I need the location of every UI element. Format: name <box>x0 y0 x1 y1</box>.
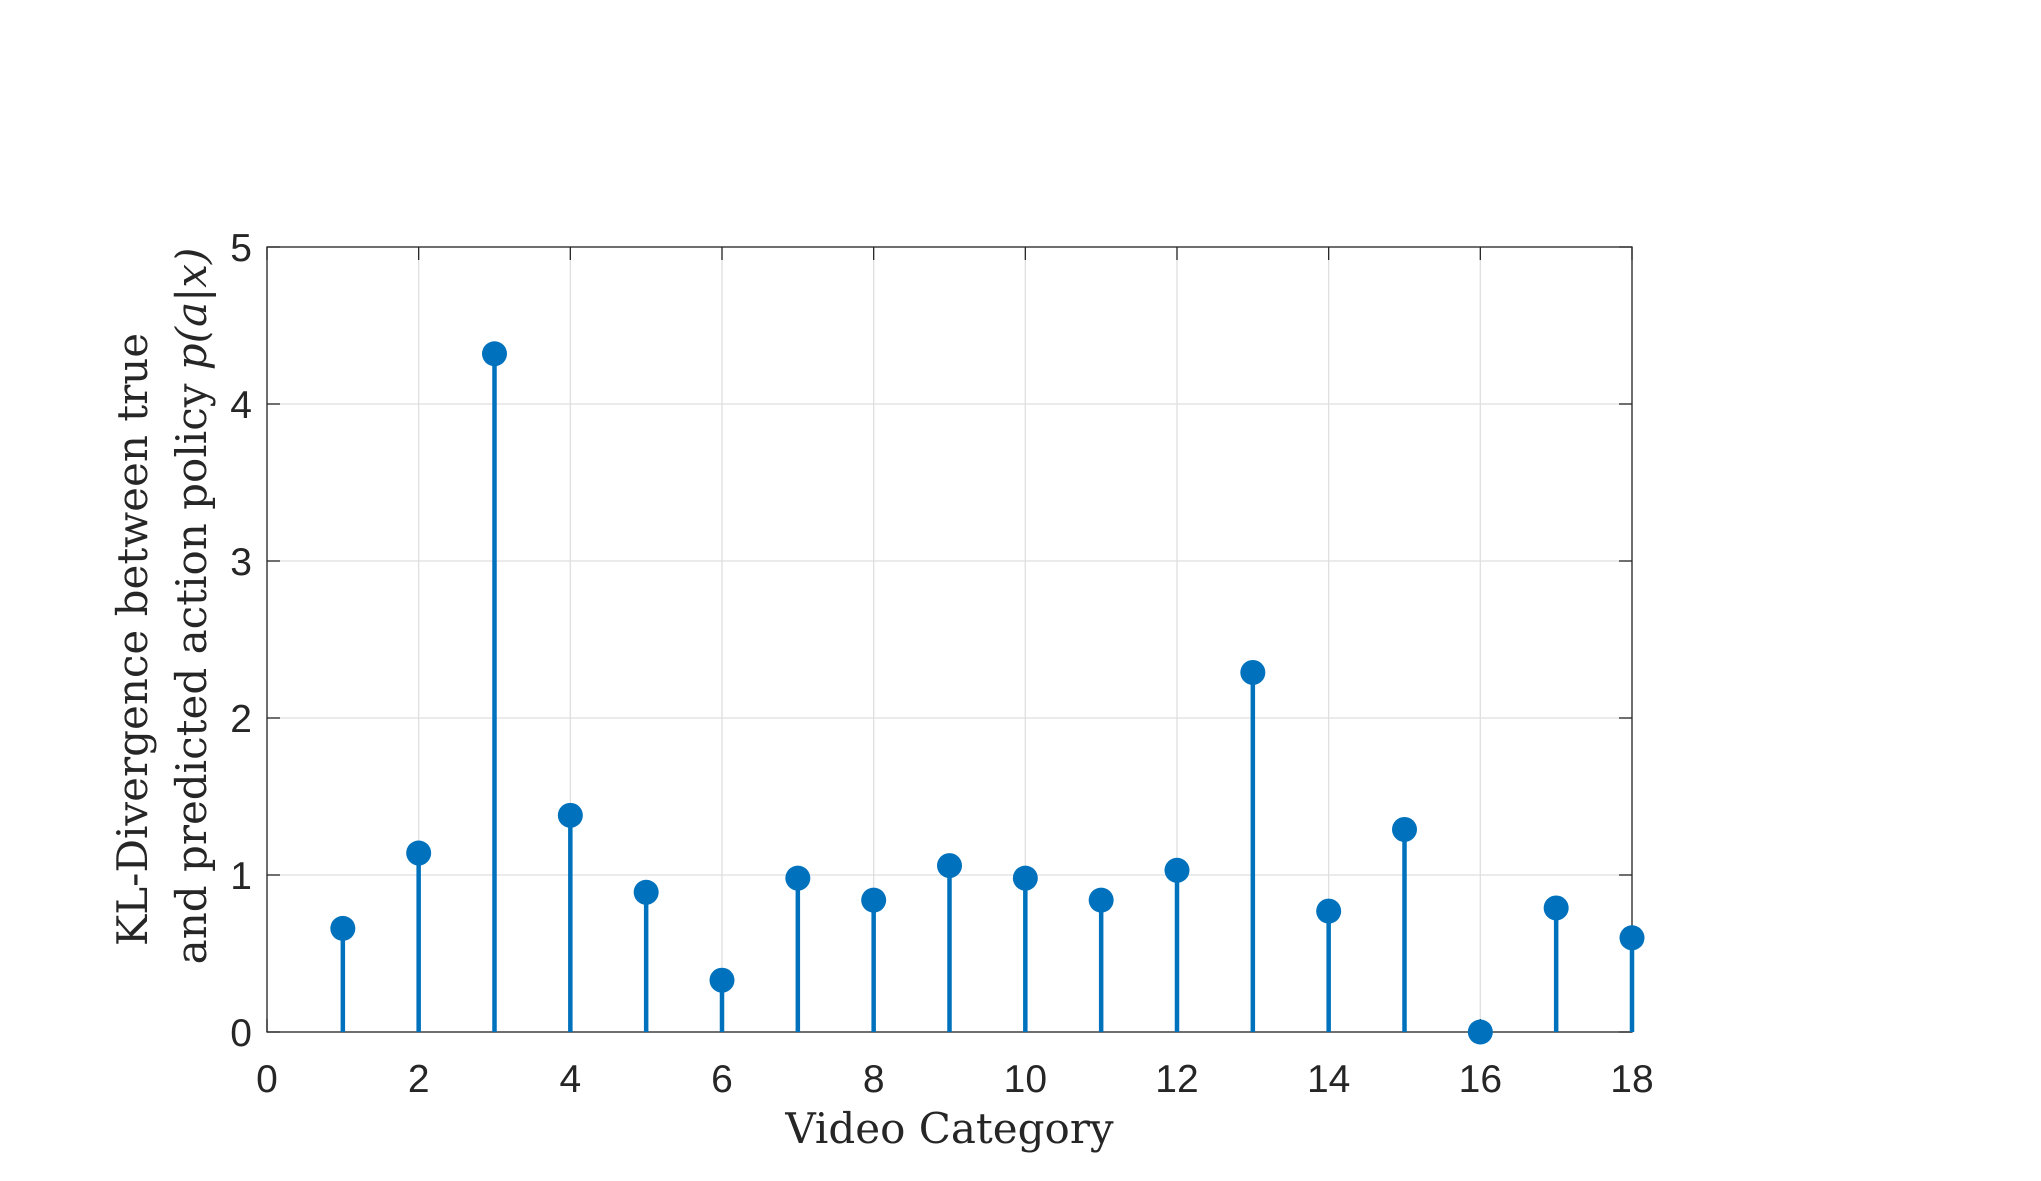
y-axis-title-line2-math: p(a|x) <box>167 248 216 371</box>
x-tick-label: 4 <box>559 1058 581 1101</box>
stem-marker <box>406 840 432 866</box>
stem-marker <box>1012 865 1038 891</box>
stem-marker <box>1619 925 1645 951</box>
stem-marker <box>482 341 507 367</box>
stem-marker <box>861 887 887 913</box>
x-tick-label: 2 <box>408 1058 430 1101</box>
stem-marker <box>709 967 735 993</box>
stem-marker <box>1392 816 1417 842</box>
y-tick-label: 0 <box>230 1012 252 1055</box>
x-tick-label: 12 <box>1155 1058 1198 1101</box>
x-axis-title: Video Category <box>784 1104 1114 1153</box>
y-tick-label: 5 <box>230 227 252 270</box>
stem-marker <box>1164 857 1190 883</box>
data-series <box>330 341 1645 1045</box>
stem-marker <box>557 802 583 828</box>
y-axis-title-line2: and predicted action policy p(a|x) <box>167 248 216 965</box>
stem-marker <box>1543 895 1569 921</box>
stem-marker <box>1316 898 1342 924</box>
y-axis-title-line2-text: and predicted action policy <box>167 370 216 964</box>
y-axis-tick-labels: 0 1 2 3 4 5 <box>230 227 252 1055</box>
stem-marker <box>937 853 962 879</box>
x-tick-label: 16 <box>1459 1058 1502 1101</box>
x-tick-label: 18 <box>1610 1058 1653 1101</box>
stem-marker <box>633 879 659 905</box>
x-axis-tick-labels: 0 2 4 6 8 10 12 14 16 18 <box>256 1058 1654 1101</box>
stem-marker <box>1088 887 1114 913</box>
stem-marker <box>785 865 811 891</box>
x-tick-label: 10 <box>1004 1058 1047 1101</box>
y-tick-label: 4 <box>230 384 252 427</box>
x-tick-label: 0 <box>256 1058 278 1101</box>
y-axis-title-line1: KL-Divergence between true <box>108 333 157 946</box>
stem-marker <box>1467 1019 1493 1045</box>
stem-marker <box>330 915 356 941</box>
x-tick-label: 6 <box>711 1058 733 1101</box>
stem-marker <box>1240 659 1266 685</box>
y-tick-label: 3 <box>230 541 252 584</box>
y-tick-label: 1 <box>230 855 252 898</box>
y-tick-label: 2 <box>230 698 252 741</box>
x-tick-label: 14 <box>1307 1058 1350 1101</box>
x-tick-label: 8 <box>863 1058 885 1101</box>
